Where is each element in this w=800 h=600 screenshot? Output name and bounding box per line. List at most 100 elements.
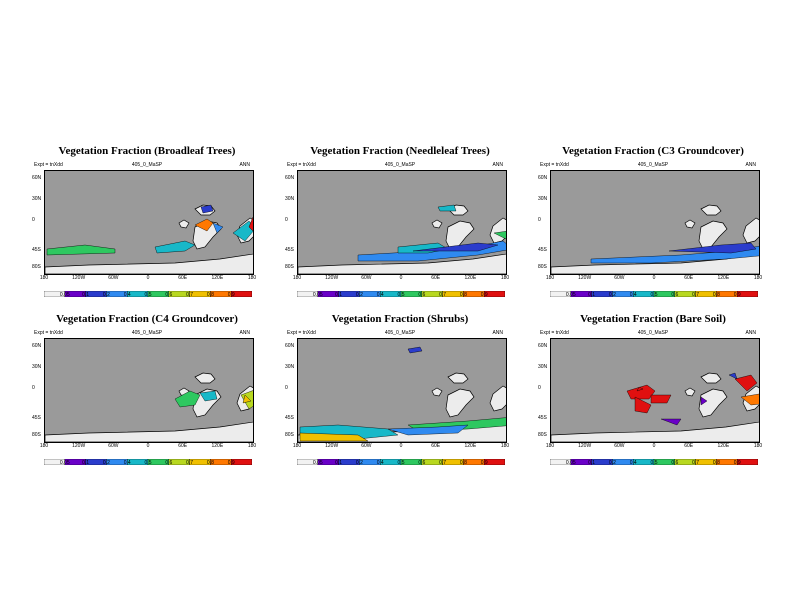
vegetation-cell xyxy=(154,240,196,254)
lat-tick-label: 60N xyxy=(538,343,548,349)
lon-tick-label: 60E xyxy=(431,275,441,281)
panel-title: Vegetation Fraction (Shrubs) xyxy=(331,313,469,325)
lon-tick-label: 120W xyxy=(578,275,592,281)
vegetation-cell xyxy=(407,346,423,354)
colorbar-tick-label: 0.4 xyxy=(629,292,637,298)
lat-tick-label: 80S xyxy=(285,432,294,438)
lon-tick-label: 0 xyxy=(146,275,150,281)
period-label: ANN xyxy=(492,330,503,336)
lat-tick-label: 0 xyxy=(32,385,35,391)
lon-tick-label: 180 xyxy=(292,275,302,281)
colorbar-tick-label: 0.2 xyxy=(608,460,616,466)
run-label: 405_0_MaSP xyxy=(637,330,669,336)
lon-tick-label: 180 xyxy=(292,443,302,449)
run-label: 405_0_MaSP xyxy=(131,330,163,336)
period-label: ANN xyxy=(239,330,250,336)
period-label: ANN xyxy=(492,162,503,168)
panel-title: Vegetation Fraction (Needleleaf Trees) xyxy=(310,145,490,157)
colorbar-tick-label: 0.4 xyxy=(376,292,384,298)
colorbar-tick-label: 0.9 xyxy=(733,460,741,466)
lon-tick-label: 180 xyxy=(545,275,555,281)
land-mass xyxy=(431,219,443,229)
lat-tick-label: 60N xyxy=(32,343,42,349)
colorbar-tick-label: 0.8 xyxy=(712,460,720,466)
map-area xyxy=(44,338,266,443)
lon-tick-label: 120E xyxy=(717,443,730,449)
panel-title: Vegetation Fraction (C3 Groundcover) xyxy=(562,145,744,157)
map-panel: Vegetation Fraction (Bare Soil) Expt = tn… xyxy=(538,313,772,483)
colorbar-tick-label: 0.2 xyxy=(102,292,110,298)
lon-tick-label: 0 xyxy=(652,275,656,281)
lon-tick-label: 60E xyxy=(684,443,694,449)
lon-tick-label: 120W xyxy=(325,275,339,281)
lat-tick-label: 45S xyxy=(538,247,547,253)
map-area xyxy=(550,338,772,443)
land-mass xyxy=(447,372,469,384)
colorbar-tick-label: 0.8 xyxy=(206,460,214,466)
lat-tick-label: 45S xyxy=(285,415,294,421)
lat-tick-label: 60N xyxy=(285,175,295,181)
lat-tick-label: 0 xyxy=(538,385,541,391)
vegetation-cell xyxy=(634,396,652,414)
lat-tick-label: 80S xyxy=(32,264,41,270)
lat-tick-label: 0 xyxy=(285,385,288,391)
vegetation-cell xyxy=(728,372,738,380)
lat-tick-label: 80S xyxy=(285,264,294,270)
lon-tick-label: 180 xyxy=(247,443,257,449)
land-mass xyxy=(194,372,216,384)
colorbar-tick-label: 0.2 xyxy=(355,292,363,298)
lat-tick-label: 30N xyxy=(32,196,42,202)
colorbar-tick-label: 0.7 xyxy=(692,292,700,298)
lon-tick-label: 120E xyxy=(464,443,477,449)
ocean xyxy=(45,171,253,274)
map-svg xyxy=(297,339,519,443)
lon-tick-label: 60W xyxy=(361,275,372,281)
colorbar-svg xyxy=(43,290,253,298)
lon-tick-label: 120E xyxy=(211,275,224,281)
map-panel: Vegetation Fraction (Needleleaf Trees) Ex… xyxy=(285,145,519,315)
colorbar-tick-label: 0.7 xyxy=(186,292,194,298)
map-area xyxy=(550,170,772,275)
colorbar xyxy=(549,284,759,298)
colorbar-tick-label: 0.05 xyxy=(565,460,576,466)
colorbar-tick-label: 0.1 xyxy=(588,460,596,466)
lon-tick-label: 60E xyxy=(178,443,188,449)
vegetation-cell xyxy=(734,374,758,392)
period-label: ANN xyxy=(239,162,250,168)
land-mass xyxy=(700,204,722,216)
lon-tick-label: 60W xyxy=(108,443,119,449)
colorbar-tick-label: 0.8 xyxy=(459,292,467,298)
colorbar-tick-label: 0.4 xyxy=(123,292,131,298)
colorbar xyxy=(296,284,506,298)
colorbar-tick-label: 0.6 xyxy=(165,460,173,466)
lat-tick-label: 45S xyxy=(285,247,294,253)
map-panel: Vegetation Fraction (C3 Groundcover) Expt… xyxy=(538,145,772,315)
map-panel: Vegetation Fraction (Broadleaf Trees) Exp… xyxy=(32,145,266,315)
colorbar-tick-label: 0.2 xyxy=(608,292,616,298)
run-label: 405_0_MaSP xyxy=(637,162,669,168)
colorbar-tick-label: 0.4 xyxy=(376,460,384,466)
map-panel: Vegetation Fraction (C4 Groundcover) Expt… xyxy=(32,313,266,483)
colorbar-tick-label: 0.8 xyxy=(459,460,467,466)
colorbar-svg xyxy=(549,290,759,298)
lon-tick-label: 0 xyxy=(399,275,403,281)
lon-tick-label: 0 xyxy=(652,443,656,449)
lat-tick-label: 60N xyxy=(32,175,42,181)
colorbar-svg xyxy=(296,290,506,298)
lat-tick-label: 80S xyxy=(32,432,41,438)
land-mass xyxy=(700,372,722,384)
panel-title: Vegetation Fraction (C4 Groundcover) xyxy=(56,313,238,325)
map-panel: Vegetation Fraction (Shrubs) Expt = tnXdd… xyxy=(285,313,519,483)
vegetation-cell xyxy=(299,432,369,442)
colorbar-tick-label: 0.6 xyxy=(165,292,173,298)
colorbar-tick-label: 0.05 xyxy=(59,460,70,466)
lat-tick-label: 0 xyxy=(32,217,35,223)
lat-tick-label: 80S xyxy=(538,432,547,438)
lon-tick-label: 180 xyxy=(500,443,510,449)
vegetation-cell xyxy=(174,390,201,408)
lon-tick-label: 60W xyxy=(361,443,372,449)
ocean xyxy=(45,339,253,442)
colorbar-tick-label: 0.2 xyxy=(102,460,110,466)
lat-tick-label: 45S xyxy=(32,247,41,253)
colorbar-tick-label: 0.05 xyxy=(312,292,323,298)
